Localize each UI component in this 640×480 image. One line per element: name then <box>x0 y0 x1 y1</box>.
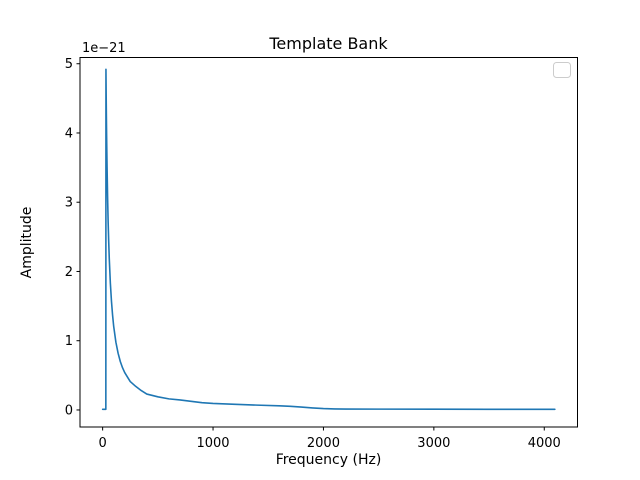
x-tick-label: 4000 <box>528 436 561 451</box>
x-tick-label: 0 <box>98 436 106 451</box>
axes-spines <box>79 57 578 428</box>
y-axis-label: Amplitude <box>19 207 35 279</box>
y-axis-offset-text: 1e−21 <box>82 41 126 56</box>
y-tick-label: 3 <box>65 196 73 211</box>
x-tick-label: 2000 <box>307 436 340 451</box>
y-tick-label: 4 <box>65 126 73 141</box>
x-axis-label: Frequency (Hz) <box>276 452 382 468</box>
x-tick-label: 1000 <box>196 436 229 451</box>
legend <box>553 62 571 78</box>
legend-box <box>553 62 571 78</box>
y-tick-label: 2 <box>65 265 73 280</box>
chart-title: Template Bank <box>268 34 388 53</box>
axes-layer: 0 1000 2000 3000 4000 0 1 2 3 4 5 <box>65 57 578 451</box>
amplitude-curve <box>101 68 556 411</box>
data-series-layer <box>101 68 556 411</box>
y-tick-label: 5 <box>65 57 73 72</box>
x-tick-label: 3000 <box>417 436 450 451</box>
y-tick-label: 0 <box>65 403 73 418</box>
y-tick-label: 1 <box>65 334 73 349</box>
